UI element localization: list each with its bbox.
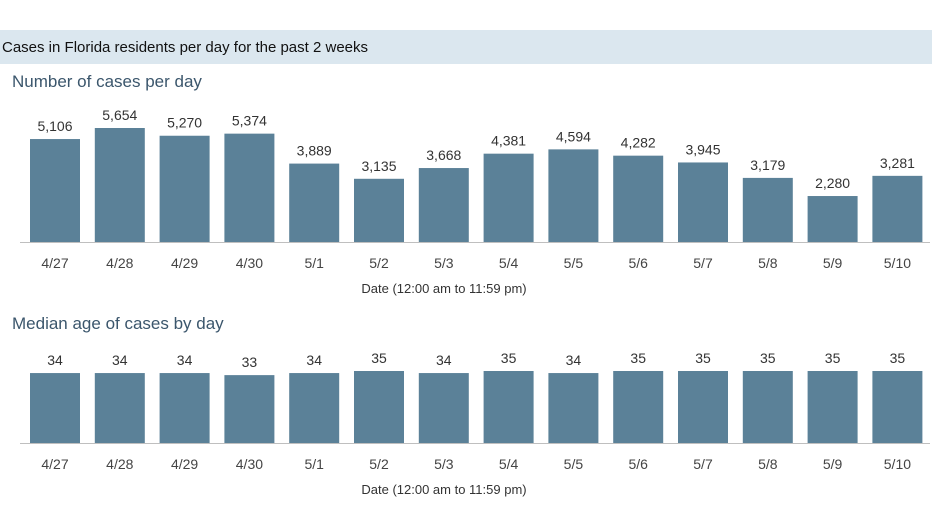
bar-5-10: [872, 371, 923, 443]
x-tick-label: 5/7: [693, 456, 713, 472]
bar-5-6: [613, 155, 664, 242]
data-label: 34: [177, 352, 193, 368]
x-tick-label: 5/1: [304, 456, 324, 472]
data-label: 35: [890, 350, 906, 366]
bar-4-30: [224, 375, 275, 443]
x-tick-label: 5/8: [758, 255, 778, 271]
x-tick-label: 4/29: [171, 255, 198, 271]
x-tick-label: 5/1: [304, 255, 324, 271]
bar-5-4: [483, 371, 534, 443]
x-tick-label: 4/30: [236, 456, 263, 472]
data-label: 5,106: [37, 118, 72, 134]
bar-5-1: [289, 163, 340, 242]
bar-4-28: [94, 128, 145, 242]
bar-4-28: [94, 373, 145, 443]
data-label: 5,654: [102, 107, 137, 123]
x-axis-label: Date (12:00 am to 11:59 pm): [361, 281, 526, 296]
bar-5-6: [613, 371, 664, 443]
bar-5-5: [548, 149, 599, 242]
x-tick-label: 4/27: [41, 255, 68, 271]
data-label: 4,282: [621, 135, 656, 151]
bar-4-27: [30, 373, 80, 443]
x-tick-label: 5/7: [693, 255, 713, 271]
data-label: 3,135: [361, 158, 396, 174]
x-tick-label: 4/28: [106, 255, 133, 271]
x-axis-label: Date (12:00 am to 11:59 pm): [361, 482, 526, 497]
x-tick-label: 5/6: [628, 456, 648, 472]
median-age-chart: 34 4/27 34 4/28 34 4/29 33 4/30 34 5/1 35 5/2 34 5/3 3…: [20, 350, 930, 497]
page-title: Cases in Florida residents per day for t…: [2, 39, 369, 56]
x-tick-label: 5/3: [434, 456, 454, 472]
bar-5-8: [742, 371, 793, 443]
header-band: [0, 30, 932, 64]
data-label: 35: [630, 350, 646, 366]
data-label: 2,280: [815, 175, 850, 191]
bar-5-9: [807, 196, 858, 242]
x-tick-label: 4/30: [236, 255, 263, 271]
data-label: 5,270: [167, 115, 202, 131]
data-label: 4,594: [556, 128, 591, 144]
data-label: 34: [306, 352, 322, 368]
data-label: 34: [566, 352, 582, 368]
x-tick-label: 5/5: [564, 255, 584, 271]
bar-5-7: [678, 162, 728, 242]
bar-5-2: [354, 178, 404, 242]
bar-5-3: [418, 168, 469, 242]
x-tick-label: 5/6: [628, 255, 648, 271]
bar-5-5: [548, 373, 599, 443]
data-label: 34: [436, 352, 452, 368]
data-label: 3,281: [880, 155, 915, 171]
data-label: 33: [242, 354, 258, 370]
x-tick-label: 5/5: [564, 456, 584, 472]
data-label: 5,374: [232, 113, 267, 129]
data-label: 3,179: [750, 157, 785, 173]
x-tick-label: 5/2: [369, 456, 389, 472]
bar-5-3: [418, 373, 469, 443]
x-tick-label: 5/2: [369, 255, 389, 271]
bar-5-2: [354, 371, 404, 443]
bar-5-4: [483, 153, 534, 242]
data-label: 4,381: [491, 133, 526, 149]
x-tick-label: 5/10: [884, 456, 911, 472]
bar-4-29: [159, 373, 210, 443]
bar-5-1: [289, 373, 340, 443]
x-tick-label: 5/10: [884, 255, 911, 271]
x-tick-label: 5/8: [758, 456, 778, 472]
bar-4-27: [30, 139, 80, 242]
data-label: 3,889: [297, 143, 332, 159]
x-tick-label: 5/4: [499, 255, 519, 271]
bar-5-8: [742, 177, 793, 242]
data-label: 35: [371, 350, 387, 366]
x-tick-label: 5/3: [434, 255, 454, 271]
data-label: 3,945: [685, 141, 720, 157]
x-tick-label: 4/29: [171, 456, 198, 472]
cases-per-day-chart: 5,106 4/27 5,654 4/28 5,270 4/29 5,374 4/30 3,88…: [20, 107, 930, 296]
x-tick-label: 5/9: [823, 456, 843, 472]
data-label: 35: [760, 350, 776, 366]
bar-5-9: [807, 371, 858, 443]
data-label: 34: [112, 352, 128, 368]
x-tick-label: 5/4: [499, 456, 519, 472]
data-label: 35: [825, 350, 841, 366]
median-age-chart-title: Median age of cases by day: [12, 314, 224, 333]
data-label: 35: [695, 350, 711, 366]
bar-5-7: [678, 371, 728, 443]
x-tick-label: 4/28: [106, 456, 133, 472]
x-tick-label: 4/27: [41, 456, 68, 472]
data-label: 35: [501, 350, 517, 366]
x-tick-label: 5/9: [823, 255, 843, 271]
cases-chart-title: Number of cases per day: [12, 72, 202, 91]
data-label: 34: [47, 352, 63, 368]
bar-5-10: [872, 175, 923, 242]
bar-4-30: [224, 133, 275, 242]
bar-4-29: [159, 135, 210, 242]
data-label: 3,668: [426, 147, 461, 163]
